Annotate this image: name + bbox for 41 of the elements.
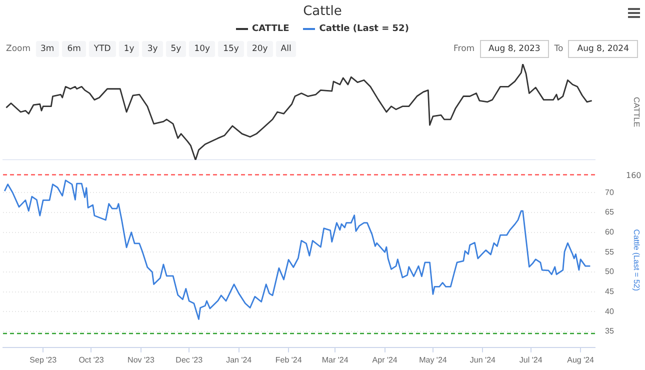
y-tick-label: 50 <box>605 267 614 276</box>
text: From <box>452 43 476 56</box>
x-tick-label: Feb '24 <box>275 355 302 364</box>
text: YTD <box>88 41 116 57</box>
x-tick-label: Jun '24 <box>470 355 496 364</box>
x-tick-label: Jan '24 <box>226 355 252 364</box>
y-tick-label: 55 <box>605 247 614 256</box>
text: 15y <box>218 41 244 57</box>
legend-label: Cattle (Last = 52) <box>318 24 409 34</box>
y-tick-label: 45 <box>605 287 614 296</box>
y-tick-label: 65 <box>605 208 614 217</box>
text: 20y <box>246 41 273 57</box>
text: 3y <box>142 41 163 57</box>
text: Aug 8, 2023 <box>480 40 550 58</box>
x-tick-label: Apr '24 <box>372 355 398 364</box>
text: All <box>276 41 296 57</box>
text: Zoom <box>5 43 32 56</box>
x-tick-label: Jul '24 <box>519 355 543 364</box>
text: 10y <box>189 41 216 57</box>
y-tick-label: 70 <box>605 188 614 197</box>
text: Aug 8, 2024 <box>568 40 638 58</box>
text: 1y <box>118 41 140 57</box>
legend-label: CATTLE <box>251 24 290 34</box>
y-tick-label: 40 <box>605 306 614 316</box>
x-tick-label: Nov '23 <box>128 355 155 364</box>
x-tick-label: May '24 <box>419 355 448 364</box>
x-tick-label: Oct '23 <box>78 355 104 364</box>
text: 6m <box>62 41 86 57</box>
chart-title: Cattle <box>302 4 343 19</box>
text: 5y <box>166 41 186 57</box>
text: 3m <box>36 41 60 57</box>
y-axis-title: Cattle (Last = 52) <box>632 229 641 292</box>
x-tick-label: Mar '24 <box>322 355 349 364</box>
y-tick-label: 60 <box>605 228 614 237</box>
x-tick-label: Aug '24 <box>567 355 595 364</box>
text: 160 <box>626 170 642 180</box>
y-axis-title: CATTLE <box>632 96 641 128</box>
y-tick-label: 35 <box>605 326 614 336</box>
x-tick-label: Dec '23 <box>176 355 204 364</box>
text: To <box>553 43 564 56</box>
x-tick-label: Sep '23 <box>30 355 58 364</box>
